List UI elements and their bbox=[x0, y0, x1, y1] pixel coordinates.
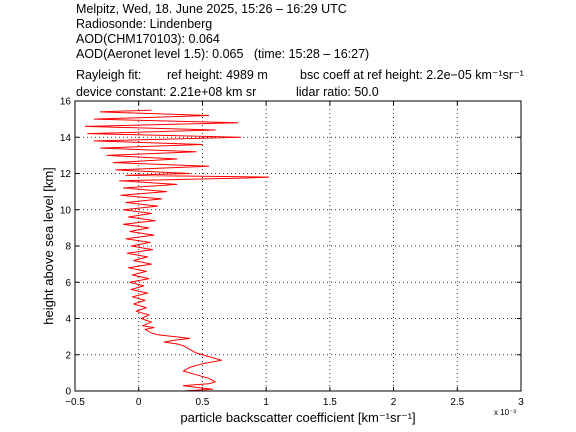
grid-lines bbox=[75, 101, 521, 391]
x-tick-label: 0.5 bbox=[195, 397, 209, 408]
backscatter-profile-line bbox=[84, 109, 270, 392]
x-tick-label: 2.5 bbox=[450, 397, 464, 408]
plot-frame bbox=[74, 100, 522, 392]
x-multiplier-label: x 10⁻³ bbox=[494, 408, 516, 417]
x-tick-label: 3 bbox=[518, 397, 524, 408]
y-tick-label: 10 bbox=[60, 205, 72, 216]
y-tick-label: 14 bbox=[60, 133, 72, 144]
x-tick-label: 0 bbox=[136, 397, 142, 408]
series-group bbox=[84, 109, 270, 392]
radiosonde-info: Radiosonde: Lindenberg bbox=[76, 17, 213, 31]
chart-title-line-1: Melpitz, Wed, 18. June 2025, 15:26 – 16:… bbox=[76, 2, 347, 16]
x-tick-label: 1 bbox=[263, 397, 269, 408]
y-tick-label: 12 bbox=[60, 169, 72, 180]
y-tick-label: 0 bbox=[65, 387, 71, 398]
bsc-coeff-info: bsc coeff at ref height: 2.2e−05 km⁻¹sr⁻… bbox=[300, 68, 524, 82]
x-tick-label: −0.5 bbox=[65, 397, 85, 408]
axis-ticks bbox=[74, 100, 522, 392]
ref-height-info: ref height: 4989 m bbox=[167, 68, 268, 82]
x-axis-label: particle backscatter coefficient [km⁻¹sr… bbox=[180, 410, 415, 425]
x-tick-label: 1.5 bbox=[323, 397, 337, 408]
aod-chm-info: AOD(CHM170103): 0.064 bbox=[76, 32, 220, 46]
lidar-ratio-info: lidar ratio: 50.0 bbox=[296, 85, 379, 99]
aod-aeronet-info: AOD(Aeronet level 1.5): 0.065 (time: 15:… bbox=[76, 47, 370, 61]
y-tick-label: 6 bbox=[65, 278, 71, 289]
y-tick-label: 8 bbox=[65, 242, 71, 253]
device-constant-info: device constant: 2.21e+08 km sr bbox=[76, 85, 257, 99]
y-tick-label: 4 bbox=[65, 314, 71, 325]
rayleigh-fit-label: Rayleigh fit: bbox=[76, 68, 142, 82]
y-tick-label: 16 bbox=[60, 97, 72, 108]
y-tick-label: 2 bbox=[65, 350, 71, 361]
y-axis-label: height above sea level [km] bbox=[41, 167, 56, 325]
x-tick-label: 2 bbox=[391, 397, 397, 408]
